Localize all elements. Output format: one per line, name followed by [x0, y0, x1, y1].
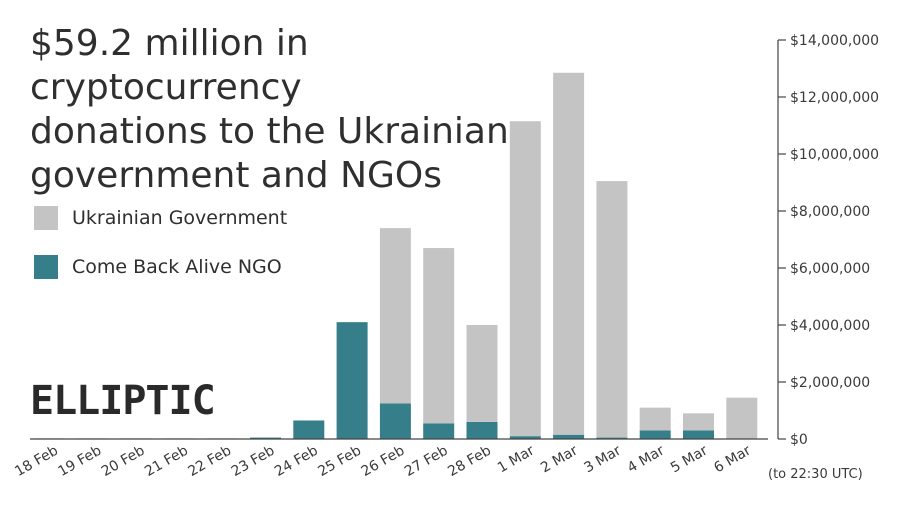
bar-ngo-5-mar [683, 430, 714, 439]
time-note: (to 22:30 UTC) [768, 467, 863, 482]
chart-title-line-2: donations to the Ukrainian [30, 111, 509, 152]
y-tick-label-0: $0 [790, 432, 808, 448]
bar-government-1-mar [509, 121, 541, 437]
bar-ngo-2-mar [553, 434, 585, 439]
bar-ngo-25-feb [336, 322, 368, 439]
bar-government-3-mar [596, 181, 628, 438]
x-label-19-feb: 19 Feb [56, 443, 105, 480]
bar-government-2-mar [553, 72, 585, 435]
bar-ngo-28-feb [466, 421, 498, 439]
x-label-3-mar: 3 Mar [581, 442, 624, 476]
elliptic-logo-text: ELLIPTIC [30, 380, 215, 420]
bar-ngo-3-mar [596, 437, 628, 439]
bar-ngo-4-mar [639, 430, 671, 439]
chart-title-line-1: $59.2 million in cryptocurrency [30, 23, 309, 108]
x-label-4-mar: 4 Mar [625, 442, 668, 476]
x-label-5-mar: 5 Mar [668, 442, 711, 476]
x-label-6-mar: 6 Mar [711, 442, 754, 476]
y-tick-label-1: $2,000,000 [790, 375, 870, 391]
legend-item-ngo: Come Back Alive NGO [34, 254, 282, 280]
bar-ngo-1-mar [509, 436, 541, 439]
elliptic-logo: ELLIPTIC [30, 380, 216, 420]
y-tick-label-7: $14,000,000 [790, 33, 879, 49]
bar-government-4-mar [639, 407, 671, 431]
x-label-18-feb: 18 Feb [12, 443, 61, 480]
y-tick-label-4: $8,000,000 [790, 204, 870, 220]
x-label-21-feb: 21 Feb [142, 443, 191, 480]
y-tick-label-3: $6,000,000 [790, 261, 870, 277]
y-ticks-group: $0 $2,000,000 $4,000,000 $6,000,000 $8,000,0… [778, 33, 879, 448]
bar-government-26-feb [379, 228, 411, 404]
y-tick-label-6: $12,000,000 [790, 90, 879, 106]
bar-ngo-27-feb [423, 423, 455, 439]
legend-swatch-ngo [34, 255, 58, 279]
x-label-24-feb: 24 Feb [272, 443, 321, 480]
bar-ngo-23-feb [250, 437, 281, 439]
bar-government-28-feb [466, 325, 498, 422]
x-label-25-feb: 25 Feb [315, 443, 364, 480]
bar-ngo-24-feb [293, 420, 325, 439]
x-label-28-feb: 28 Feb [445, 443, 494, 480]
y-tick-label-5: $10,000,000 [790, 147, 879, 163]
chart-title: $59.2 million in cryptocurrency donation… [30, 22, 590, 198]
bars-group [33, 72, 758, 439]
y-tick-label-2: $4,000,000 [790, 318, 870, 334]
x-label-27-feb: 27 Feb [402, 443, 451, 480]
x-label-1-mar: 1 Mar [495, 442, 538, 476]
bar-government-5-mar [683, 413, 714, 431]
legend-label-ngo: Come Back Alive NGO [72, 256, 282, 278]
x-label-23-feb: 23 Feb [229, 443, 278, 480]
x-label-2-mar: 2 Mar [538, 442, 581, 476]
chart-title-line-3: government and NGOs [30, 155, 442, 196]
x-label-26-feb: 26 Feb [359, 443, 408, 480]
bar-ngo-26-feb [379, 403, 411, 439]
bar-government-27-feb [423, 248, 455, 424]
bar-government-6-mar [726, 397, 758, 439]
legend-item-government: Ukrainian Government [34, 205, 287, 231]
x-label-22-feb: 22 Feb [185, 443, 234, 480]
legend-label-government: Ukrainian Government [72, 207, 288, 229]
legend-swatch-government [34, 206, 58, 230]
x-label-20-feb: 20 Feb [99, 443, 148, 480]
